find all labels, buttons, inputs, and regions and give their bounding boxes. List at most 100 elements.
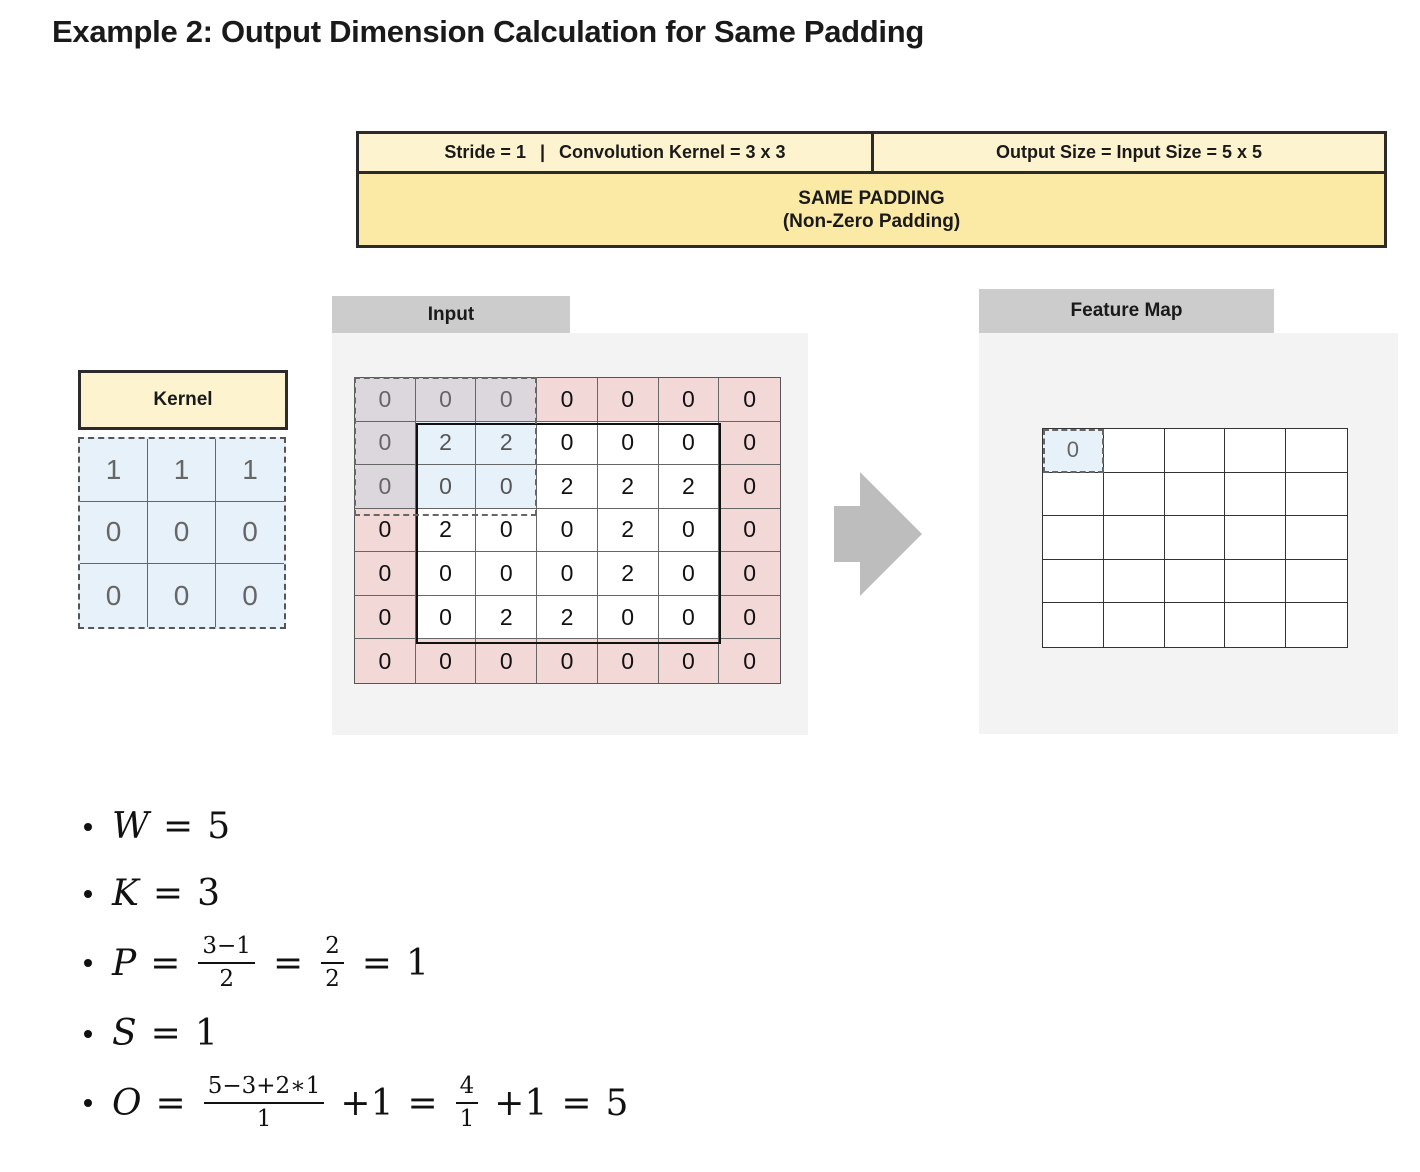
input-cell: 0 [658, 421, 720, 466]
formula-var: O [112, 1082, 142, 1124]
input-cell: 2 [537, 595, 598, 640]
input-padding-cell: 0 [658, 378, 720, 422]
feature-map-cell: 0 [1043, 429, 1104, 473]
input-padding-cell: 0 [719, 595, 780, 640]
formula-k: K = 3 [84, 873, 220, 914]
input-cell: 2 [597, 552, 659, 596]
header-separator: | [539, 142, 546, 162]
kernel-label: Kernel [78, 370, 288, 430]
feature-map-cell [1104, 603, 1165, 647]
kernel-size-label: Convolution Kernel = 3 x 3 [559, 142, 786, 162]
info-header-box: Stride = 1 | Convolution Kernel = 3 x 3 … [356, 131, 1387, 248]
feature-map-cell [1165, 603, 1226, 647]
kernel-cell: 0 [80, 564, 148, 627]
input-cell: 0 [476, 552, 538, 596]
input-cell: 0 [658, 595, 720, 640]
input-panel-tab: Input [332, 296, 570, 333]
stride-kernel-cell: Stride = 1 | Convolution Kernel = 3 x 3 [359, 134, 874, 171]
bullet-icon [84, 889, 92, 898]
padding-title: SAME PADDING [798, 187, 945, 209]
info-header-top-row: Stride = 1 | Convolution Kernel = 3 x 3 … [359, 134, 1384, 174]
feature-map-cell [1286, 560, 1347, 604]
feature-map-cell [1286, 429, 1347, 473]
feature-map-cell [1103, 472, 1165, 517]
formula-op: = [407, 1082, 438, 1124]
fraction-numerator: 4 [455, 1073, 479, 1104]
page-title: Example 2: Output Dimension Calculation … [52, 14, 924, 49]
bullet-icon [84, 959, 92, 967]
kernel-cell: 1 [216, 439, 284, 502]
input-cell: 0 [658, 552, 720, 596]
feature-map-cell [1164, 559, 1226, 604]
feature-map-cell [1225, 429, 1287, 473]
input-padding-cell: 0 [597, 639, 659, 683]
feature-map-cell [1286, 603, 1347, 647]
formula-value: 5 [207, 806, 231, 847]
feature-map-cell [1043, 559, 1104, 604]
input-cell: 2 [476, 595, 538, 640]
input-padding-cell: 0 [658, 639, 720, 683]
feature-map-cell [1103, 559, 1165, 604]
input-cell: 0 [537, 508, 598, 553]
kernel-cell: 1 [148, 439, 216, 502]
formula-w: W = 5 [84, 806, 230, 847]
formula-value: 3 [197, 873, 220, 914]
input-cell: 2 [415, 421, 477, 466]
formula-op: = [361, 942, 392, 984]
input-padding-cell: 0 [415, 378, 477, 422]
formula-op: = [163, 806, 194, 847]
input-padding-cell: 0 [719, 465, 780, 509]
right-arrow-icon [834, 472, 922, 596]
formula-plus: +1 [340, 1082, 394, 1124]
input-cell: 2 [476, 421, 538, 466]
kernel-cell: 1 [80, 439, 148, 502]
formula-fraction: 2 2 [321, 933, 344, 993]
formula-op: = [155, 1082, 186, 1124]
feature-map-cell [1225, 603, 1287, 647]
input-padding-cell: 0 [355, 639, 416, 683]
feature-map-cell [1225, 472, 1287, 517]
input-cell: 2 [658, 465, 720, 509]
input-padding-cell: 0 [719, 378, 780, 422]
formula-fraction: 3−1 2 [198, 933, 255, 993]
formula-op: = [150, 1013, 181, 1054]
feature-map-grid: 0 [1042, 428, 1348, 648]
fraction-denominator: 1 [459, 1106, 475, 1132]
input-cell: 2 [537, 465, 598, 509]
kernel-cell: 0 [148, 501, 216, 565]
feature-map-cell [1103, 429, 1165, 473]
input-padding-cell: 0 [476, 378, 538, 422]
kernel-cell: 0 [242, 579, 258, 611]
input-padding-cell: 0 [415, 639, 477, 683]
formula-plus: +1 [494, 1082, 548, 1124]
input-cell: 0 [415, 552, 477, 596]
feature-map-cell [1164, 429, 1226, 473]
kernel-cell: 0 [80, 501, 148, 565]
formula-var: P [112, 942, 137, 984]
bullet-icon [84, 1029, 92, 1038]
input-padding-cell: 0 [355, 508, 416, 553]
feature-map-cell [1225, 516, 1287, 560]
feature-map-cell [1043, 603, 1104, 647]
fraction-numerator: 2 [321, 933, 344, 964]
formula-var: W [112, 806, 150, 847]
input-cell: 0 [597, 421, 659, 466]
formula-fraction: 4 1 [455, 1073, 479, 1133]
formula-value: 5 [605, 1082, 629, 1124]
formula-fraction: 5−3+2∗1 1 [203, 1073, 325, 1133]
formula-op: = [561, 1082, 592, 1124]
fraction-numerator: 5−3+2∗1 [203, 1073, 325, 1104]
input-cell: 0 [415, 595, 477, 640]
output-size-cell: Output Size = Input Size = 5 x 5 [874, 134, 1384, 171]
input-cell: 0 [658, 508, 720, 553]
output-size-label: Output Size = Input Size = 5 x 5 [995, 142, 1263, 162]
fraction-denominator: 1 [256, 1106, 272, 1132]
kernel-cell: 0 [148, 564, 216, 627]
formula-value: 1 [194, 1013, 218, 1054]
kernel-cell: 0 [216, 502, 284, 565]
input-padding-cell: 0 [355, 595, 416, 640]
input-padding-cell: 0 [355, 552, 416, 596]
input-cell: 2 [415, 508, 477, 553]
padding-subtitle: (Non-Zero Padding) [782, 210, 961, 232]
input-padding-cell: 0 [719, 552, 780, 596]
